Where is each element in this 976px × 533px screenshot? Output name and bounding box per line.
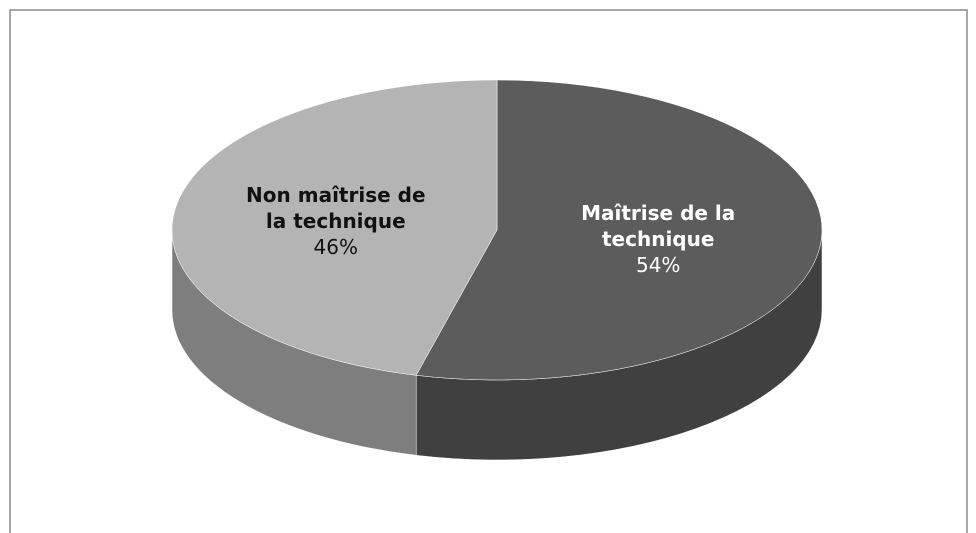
slice [171,79,498,376]
slice-label: Non maîtrise de la technique 46% [241,182,431,260]
slice-category: Maîtrise de la technique [581,201,736,252]
slice-value: 54% [635,253,681,278]
slice [415,79,823,381]
slice-category: Non maîtrise de la technique [246,182,426,233]
slice-value: 46% [313,234,358,259]
slice-label: Maîtrise de la technique 54% [563,200,753,278]
